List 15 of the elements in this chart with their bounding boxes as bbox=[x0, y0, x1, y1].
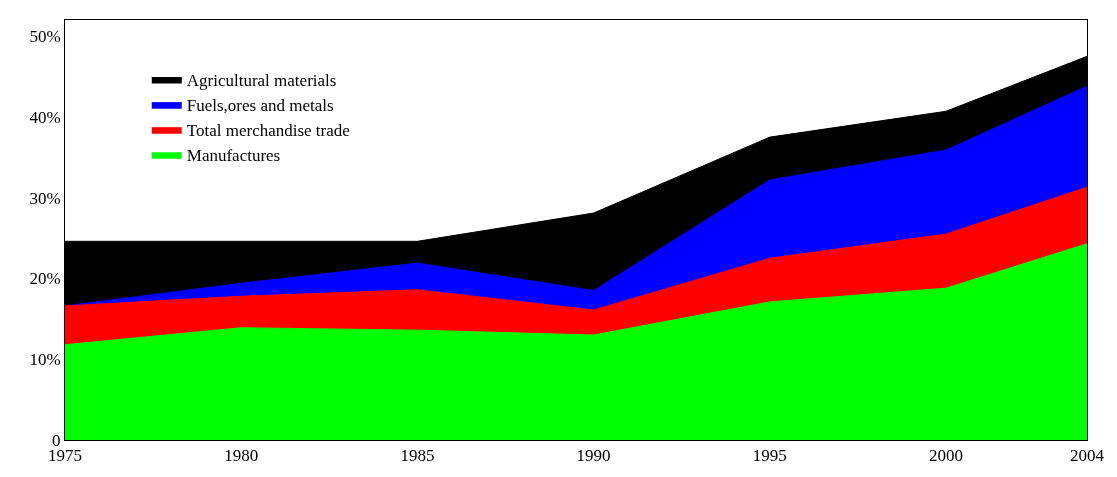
x-tick-label: 1985 bbox=[400, 446, 435, 466]
y-tick-label: 40% bbox=[29, 107, 61, 127]
x-tick-label: 2004 bbox=[1070, 446, 1105, 466]
x-tick-label: 1995 bbox=[752, 446, 787, 466]
y-tick-label: 10% bbox=[29, 350, 61, 370]
y-tick-label: 20% bbox=[29, 269, 61, 289]
legend-label: Fuels,ores and metals bbox=[186, 96, 334, 116]
x-tick-label: 1990 bbox=[576, 446, 611, 466]
x-tick-label: 2000 bbox=[929, 446, 964, 466]
legend-label: Agricultural materials bbox=[186, 71, 337, 91]
legend-label: Total merchandise trade bbox=[186, 121, 350, 141]
legend-label: Manufactures bbox=[186, 146, 281, 166]
y-tick-label: 30% bbox=[29, 188, 61, 208]
y-tick-label: 50% bbox=[29, 27, 61, 47]
x-tick-label: 1980 bbox=[224, 446, 259, 466]
